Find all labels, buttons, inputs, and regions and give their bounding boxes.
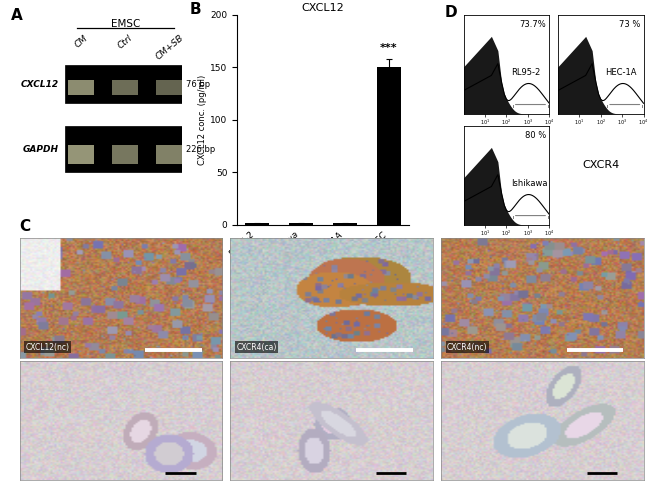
Title: CXCL12: CXCL12 [302,2,344,13]
Text: HEC-1A: HEC-1A [605,68,636,77]
Y-axis label: CXCL12 conc. (pg/ml): CXCL12 conc. (pg/ml) [198,74,207,165]
Text: 226 bp: 226 bp [186,145,215,154]
Bar [112,145,138,164]
Text: ***: *** [380,43,398,52]
Bar [65,126,183,172]
Text: A: A [11,8,23,24]
Bar [156,80,183,95]
Text: GAPDH: GAPDH [23,145,58,154]
Text: 73.7%: 73.7% [519,20,546,28]
Bar [245,223,269,225]
Text: CXCL12: CXCL12 [20,79,58,89]
Text: RL95-2: RL95-2 [511,68,540,77]
Bar [156,145,183,164]
Text: CXCR4: CXCR4 [582,160,619,171]
Text: C: C [20,219,31,234]
Bar [65,65,183,103]
Text: 73 %: 73 % [619,20,640,28]
Bar [333,223,357,225]
Text: Ishikawa: Ishikawa [511,179,547,188]
Bar [289,223,313,225]
Bar [377,67,401,225]
Text: CXCR4(ca): CXCR4(ca) [237,343,277,352]
Text: CXCL12(nc): CXCL12(nc) [25,343,70,352]
Bar [68,145,94,164]
Bar [68,80,94,95]
Bar [112,80,138,95]
Text: EMSC: EMSC [111,19,140,29]
Text: Ctrl: Ctrl [116,34,135,51]
Text: 76 bp: 76 bp [186,79,210,89]
Text: D: D [445,5,457,20]
Text: CM+SB: CM+SB [153,34,185,62]
Text: B: B [189,2,201,17]
Text: CM: CM [73,34,90,49]
Text: 80 %: 80 % [525,131,546,140]
Text: CXCR4(nc): CXCR4(nc) [447,343,488,352]
